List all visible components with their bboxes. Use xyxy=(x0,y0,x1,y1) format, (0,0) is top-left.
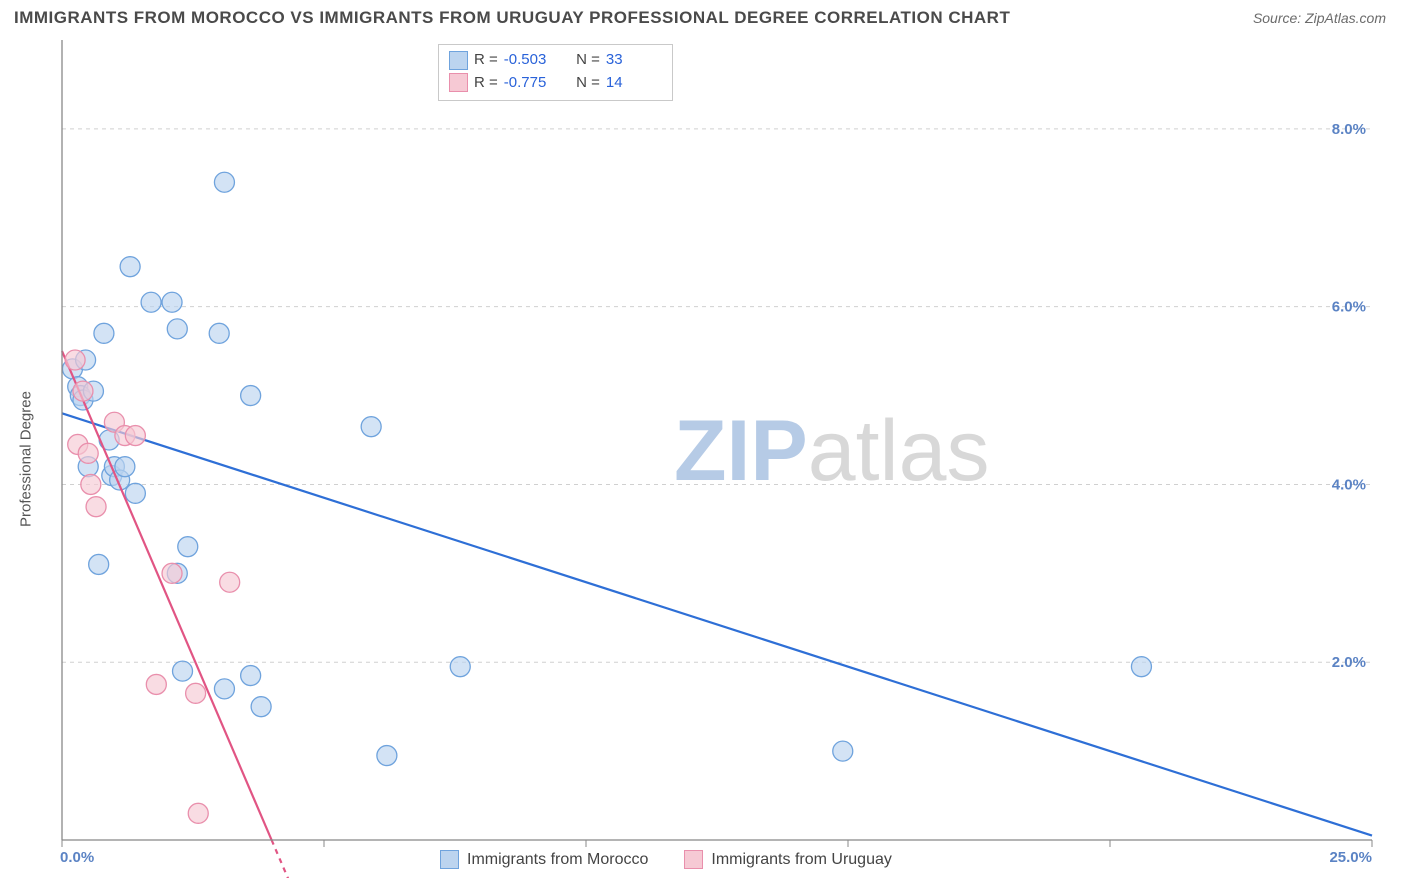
data-point-morocco xyxy=(1131,657,1151,677)
legend-label: Immigrants from Morocco xyxy=(467,851,648,869)
data-point-morocco xyxy=(209,323,229,343)
data-point-morocco xyxy=(241,386,261,406)
chart-title: IMMIGRANTS FROM MOROCCO VS IMMIGRANTS FR… xyxy=(14,8,1010,28)
data-point-morocco xyxy=(251,697,271,717)
y-tick-label: 6.0% xyxy=(1332,299,1366,316)
data-point-uruguay xyxy=(220,572,240,592)
data-point-morocco xyxy=(214,679,234,699)
legend-swatch xyxy=(449,73,468,92)
legend-swatch xyxy=(449,51,468,70)
data-point-morocco xyxy=(241,666,261,686)
data-point-uruguay xyxy=(81,474,101,494)
data-point-uruguay xyxy=(78,443,98,463)
y-tick-label: 4.0% xyxy=(1332,476,1366,493)
legend-swatch xyxy=(440,850,459,869)
scatter-chart: 2.0% 4.0% 6.0% 8.0% ZIPatlas 0.0% 25.0% xyxy=(14,40,1392,878)
legend-correlation: R =-0.503 N =33 R =-0.775 N =14 xyxy=(438,44,673,101)
data-point-uruguay xyxy=(146,674,166,694)
data-point-morocco xyxy=(214,172,234,192)
legend-label: Immigrants from Uruguay xyxy=(711,851,892,869)
legend-row: R =-0.775 N =14 xyxy=(449,72,658,95)
data-point-morocco xyxy=(178,537,198,557)
data-point-morocco xyxy=(167,319,187,339)
trend-line-uruguay xyxy=(62,351,272,840)
data-point-uruguay xyxy=(73,381,93,401)
data-point-morocco xyxy=(89,554,109,574)
data-point-uruguay xyxy=(162,563,182,583)
data-point-morocco xyxy=(162,292,182,312)
source-attribution: Source: ZipAtlas.com xyxy=(1253,10,1386,26)
data-point-uruguay xyxy=(86,497,106,517)
data-point-morocco xyxy=(115,457,135,477)
data-point-uruguay xyxy=(65,350,85,370)
data-point-morocco xyxy=(361,417,381,437)
legend-item: Immigrants from Uruguay xyxy=(684,850,892,869)
data-point-morocco xyxy=(173,661,193,681)
legend-series: Immigrants from Morocco Immigrants from U… xyxy=(440,850,892,869)
y-tick-label: 2.0% xyxy=(1332,654,1366,671)
y-axis-label: Professional Degree xyxy=(18,391,35,527)
watermark: ZIPatlas xyxy=(674,403,989,499)
data-point-morocco xyxy=(833,741,853,761)
data-point-morocco xyxy=(120,257,140,277)
chart-container: Professional Degree 2.0% 4.0% 6.0% 8.0% ZIPa… xyxy=(14,40,1392,878)
legend-item: Immigrants from Morocco xyxy=(440,850,648,869)
data-point-morocco xyxy=(377,746,397,766)
data-point-uruguay xyxy=(188,803,208,823)
data-point-morocco xyxy=(125,483,145,503)
data-point-uruguay xyxy=(186,683,206,703)
data-point-morocco xyxy=(94,323,114,343)
x-axis-end-label: 25.0% xyxy=(1329,849,1372,866)
legend-row: R =-0.503 N =33 xyxy=(449,49,658,72)
data-point-uruguay xyxy=(125,426,145,446)
legend-swatch xyxy=(684,850,703,869)
trend-line-ext-uruguay xyxy=(272,840,303,878)
y-tick-label: 8.0% xyxy=(1332,121,1366,138)
data-point-morocco xyxy=(141,292,161,312)
data-point-morocco xyxy=(450,657,470,677)
x-axis-start-label: 0.0% xyxy=(60,849,94,866)
